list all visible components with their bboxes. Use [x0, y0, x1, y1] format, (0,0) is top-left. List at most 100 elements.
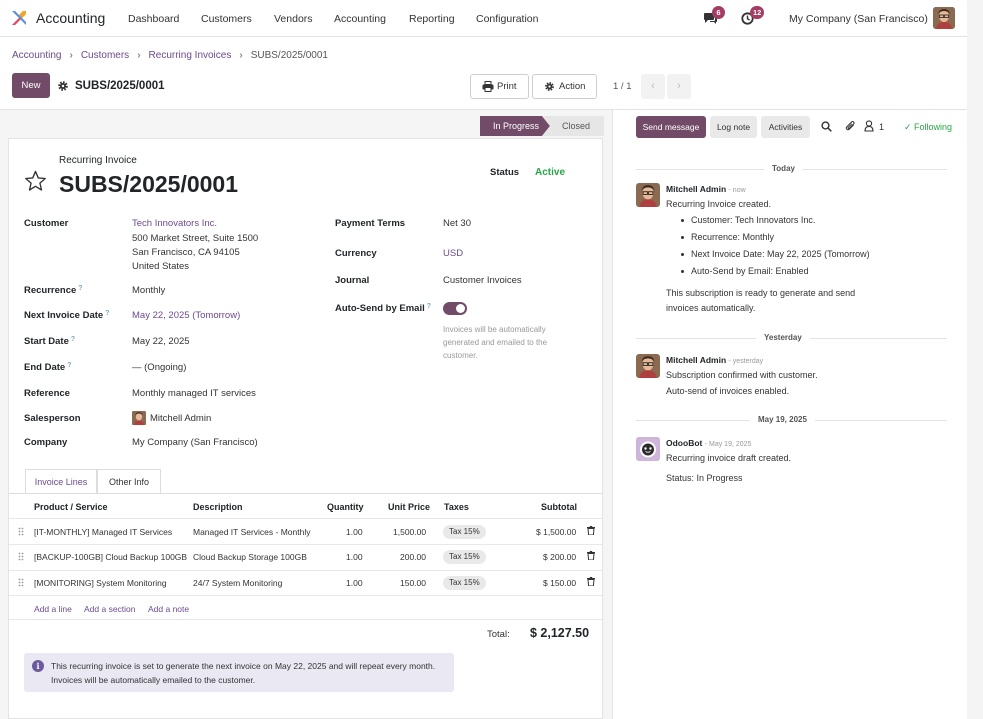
- col-taxes[interactable]: Taxes: [444, 502, 469, 512]
- pager-next-button[interactable]: ›: [667, 74, 691, 99]
- payment-terms-field[interactable]: Net 30: [443, 218, 471, 229]
- line-product[interactable]: [BACKUP-100GB] Cloud Backup 100GB: [34, 552, 188, 562]
- activities-button[interactable]: Activities: [761, 116, 810, 138]
- nav-dashboard[interactable]: Dashboard: [128, 13, 180, 25]
- info-alert-text: This recurring invoice is set to generat…: [51, 661, 436, 685]
- drag-handle-icon[interactable]: [18, 578, 24, 587]
- journal-field[interactable]: Customer Invoices: [443, 275, 522, 286]
- end-date-field[interactable]: — (Ongoing): [132, 362, 187, 373]
- salesperson-field[interactable]: Mitchell Admin: [150, 413, 212, 424]
- line-tax-tag[interactable]: Tax 15%: [443, 550, 486, 564]
- author-avatar[interactable]: [636, 183, 660, 207]
- company-switcher[interactable]: My Company (San Francisco): [789, 13, 928, 25]
- line-quantity[interactable]: 1.00: [346, 578, 363, 588]
- payment-terms-label: Payment Terms: [335, 218, 406, 229]
- record-title: SUBS/2025/0001: [75, 80, 165, 92]
- col-product[interactable]: Product / Service: [34, 502, 108, 512]
- message-text: Auto-send of invoices enabled.: [666, 386, 790, 396]
- line-product[interactable]: [MONITORING] System Monitoring: [34, 578, 167, 588]
- nav-configuration[interactable]: Configuration: [476, 13, 539, 25]
- add-note-link[interactable]: Add a note: [148, 604, 190, 614]
- breadcrumb-customers[interactable]: Customers: [80, 50, 130, 61]
- currency-field[interactable]: USD: [443, 248, 464, 259]
- trash-icon[interactable]: [587, 526, 595, 535]
- line-description[interactable]: Managed IT Services - Monthly: [193, 527, 311, 537]
- message-author[interactable]: Mitchell Admin - now: [666, 184, 746, 194]
- window-scrollbar[interactable]: [967, 0, 983, 719]
- add-section-link[interactable]: Add a section: [84, 604, 136, 614]
- next-invoice-date-field[interactable]: May 22, 2025 (Tomorrow): [132, 310, 241, 321]
- customer-address-line-1: 500 Market Street, Suite 1500: [132, 233, 259, 244]
- day-label: Yesterday: [756, 333, 810, 342]
- user-avatar[interactable]: [933, 7, 955, 29]
- odoobot-avatar[interactable]: [636, 437, 660, 461]
- nav-customers[interactable]: Customers: [201, 13, 252, 25]
- line-product[interactable]: [IT-MONTHLY] Managed IT Services: [34, 527, 173, 537]
- accounting-app-icon[interactable]: [10, 9, 28, 27]
- app-name[interactable]: Accounting: [36, 10, 106, 26]
- following-button[interactable]: ✓ Following: [904, 122, 953, 132]
- author-avatar[interactable]: [636, 354, 660, 378]
- info-icon: i: [32, 660, 44, 672]
- stage-in-progress[interactable]: In Progress: [480, 116, 550, 136]
- day-label: Today: [764, 164, 803, 173]
- line-unit-price[interactable]: 200.00: [400, 552, 426, 562]
- message-text: Recurring invoice draft created.: [666, 453, 792, 463]
- recurrence-field[interactable]: Monthly: [132, 285, 166, 296]
- drag-handle-icon[interactable]: [18, 552, 24, 561]
- line-quantity[interactable]: 1.00: [346, 527, 363, 537]
- paperclip-icon[interactable]: [845, 120, 856, 132]
- tab-other-info[interactable]: Other Info: [97, 469, 161, 494]
- message-bullet: Customer: Tech Innovators Inc.: [680, 215, 816, 225]
- message-text: This subscription is ready to generate a…: [666, 288, 856, 298]
- followers-icon[interactable]: [864, 120, 874, 132]
- nav-accounting[interactable]: Accounting: [334, 13, 386, 25]
- pager-value[interactable]: 1 / 1: [613, 81, 632, 92]
- activity-clock-icon[interactable]: [741, 12, 754, 25]
- print-button[interactable]: Print: [470, 74, 529, 99]
- customer-label: Customer: [24, 218, 69, 229]
- stage-closed[interactable]: Closed: [542, 116, 604, 136]
- auto-send-toggle[interactable]: [443, 302, 467, 315]
- line-subtotal: $ 200.00: [543, 552, 577, 562]
- line-quantity[interactable]: 1.00: [346, 552, 363, 562]
- line-tax-tag[interactable]: Tax 15%: [443, 525, 486, 539]
- gear-icon[interactable]: [57, 80, 69, 92]
- nav-vendors[interactable]: Vendors: [274, 13, 313, 25]
- line-tax-tag[interactable]: Tax 15%: [443, 576, 486, 590]
- breadcrumb-accounting[interactable]: Accounting: [12, 50, 62, 61]
- message-author[interactable]: Mitchell Admin - yesterday: [666, 355, 764, 365]
- pager-previous-button[interactable]: ‹: [641, 74, 665, 99]
- search-icon[interactable]: [821, 121, 832, 132]
- auto-send-label: Auto-Send by Email?: [335, 303, 432, 314]
- line-description[interactable]: 24/7 System Monitoring: [193, 578, 283, 588]
- log-note-button[interactable]: Log note: [710, 116, 757, 138]
- send-message-button[interactable]: Send message: [636, 116, 706, 138]
- drag-handle-icon[interactable]: [18, 527, 24, 536]
- add-line-link[interactable]: Add a line: [34, 604, 72, 614]
- col-description[interactable]: Description: [193, 502, 243, 512]
- line-unit-price[interactable]: 150.00: [400, 578, 426, 588]
- top-navbar: Accounting Dashboard Customers Vendors A…: [0, 0, 967, 37]
- trash-icon[interactable]: [587, 551, 595, 560]
- breadcrumb-recurring-invoices[interactable]: Recurring Invoices: [148, 50, 232, 61]
- col-unit-price[interactable]: Unit Price: [388, 502, 431, 512]
- line-description[interactable]: Cloud Backup Storage 100GB: [193, 552, 307, 562]
- start-date-field[interactable]: May 22, 2025: [132, 336, 190, 347]
- reference-field[interactable]: Monthly managed IT services: [132, 388, 256, 399]
- customer-field[interactable]: Tech Innovators Inc.: [132, 218, 218, 229]
- line-unit-price[interactable]: 1,500.00: [393, 527, 427, 537]
- message-author[interactable]: OdooBot - May 19, 2025: [666, 438, 752, 448]
- col-quantity[interactable]: Quantity: [327, 502, 364, 512]
- star-favorite-icon[interactable]: [24, 170, 47, 192]
- new-button[interactable]: New: [12, 73, 50, 98]
- nav-reporting[interactable]: Reporting: [409, 13, 455, 25]
- message-time: yesterday: [732, 358, 764, 365]
- company-field[interactable]: My Company (San Francisco): [132, 437, 258, 448]
- day-label: May 19, 2025: [750, 415, 815, 424]
- col-subtotal[interactable]: Subtotal: [541, 502, 577, 512]
- action-button[interactable]: Action: [532, 74, 597, 99]
- followers-count[interactable]: 1: [879, 122, 885, 132]
- trash-icon[interactable]: [587, 577, 595, 586]
- tab-invoice-lines[interactable]: Invoice Lines: [25, 469, 97, 494]
